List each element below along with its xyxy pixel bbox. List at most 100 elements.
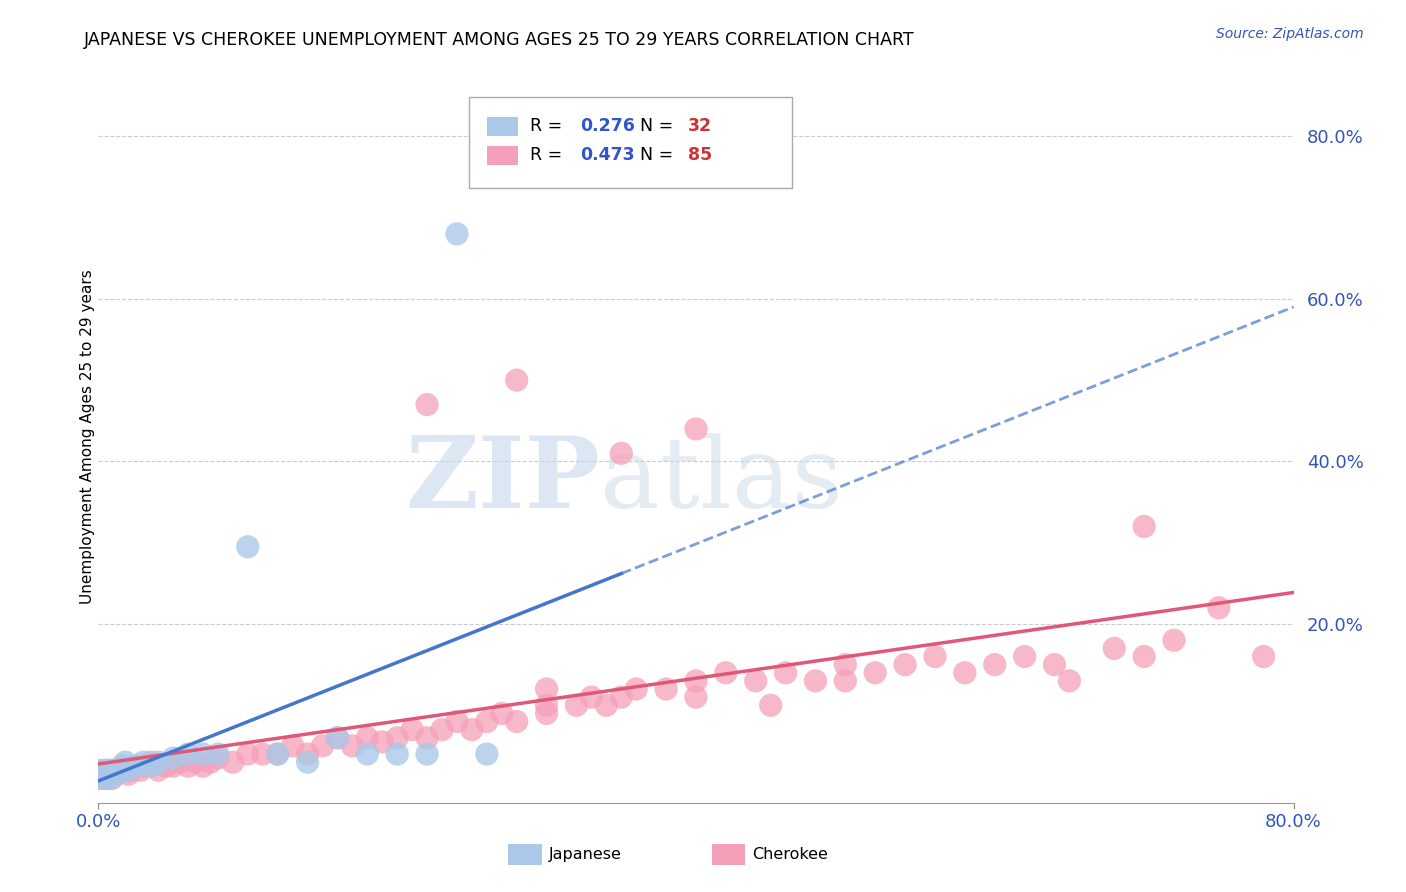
Text: ZIP: ZIP bbox=[405, 433, 600, 530]
Point bbox=[401, 723, 423, 737]
Text: JAPANESE VS CHEROKEE UNEMPLOYMENT AMONG AGES 25 TO 29 YEARS CORRELATION CHART: JAPANESE VS CHEROKEE UNEMPLOYMENT AMONG … bbox=[84, 31, 915, 49]
Point bbox=[177, 747, 200, 761]
Point bbox=[1133, 519, 1156, 533]
Point bbox=[93, 772, 115, 786]
Point bbox=[356, 747, 378, 761]
Point bbox=[139, 755, 162, 769]
Point bbox=[207, 747, 229, 761]
Point bbox=[685, 422, 707, 436]
Point bbox=[416, 731, 439, 745]
Point bbox=[169, 755, 191, 769]
Point bbox=[475, 747, 498, 761]
Point bbox=[114, 755, 136, 769]
Text: 32: 32 bbox=[688, 117, 711, 136]
Point bbox=[108, 764, 131, 778]
Text: atlas: atlas bbox=[600, 434, 844, 529]
Point bbox=[1253, 649, 1275, 664]
Point bbox=[506, 714, 529, 729]
Point bbox=[101, 772, 124, 786]
Point bbox=[93, 764, 115, 778]
Text: 85: 85 bbox=[688, 146, 711, 164]
Point bbox=[125, 759, 148, 773]
FancyBboxPatch shape bbox=[486, 146, 517, 165]
Point bbox=[105, 767, 128, 781]
Point bbox=[356, 731, 378, 745]
Point bbox=[924, 649, 946, 664]
Point bbox=[103, 764, 125, 778]
Text: N =: N = bbox=[640, 146, 679, 164]
Point bbox=[311, 739, 333, 753]
Point bbox=[685, 690, 707, 705]
Point bbox=[177, 759, 200, 773]
Point bbox=[1059, 673, 1081, 688]
Point bbox=[91, 767, 114, 781]
FancyBboxPatch shape bbox=[711, 845, 745, 865]
Point bbox=[865, 665, 887, 680]
Point bbox=[446, 227, 468, 241]
Point bbox=[222, 755, 245, 769]
Point bbox=[685, 673, 707, 688]
Point bbox=[371, 735, 394, 749]
Point bbox=[1163, 633, 1185, 648]
Text: Cherokee: Cherokee bbox=[752, 847, 828, 862]
Point bbox=[191, 747, 214, 761]
Point bbox=[129, 764, 152, 778]
Point bbox=[326, 731, 349, 745]
Point bbox=[834, 673, 856, 688]
Point bbox=[1043, 657, 1066, 672]
Point bbox=[87, 764, 110, 778]
Point bbox=[90, 772, 112, 786]
Point bbox=[200, 755, 222, 769]
Point bbox=[191, 759, 214, 773]
Point bbox=[148, 755, 170, 769]
Point bbox=[87, 772, 110, 786]
Point bbox=[745, 673, 768, 688]
Point bbox=[94, 767, 117, 781]
Point bbox=[103, 764, 125, 778]
Point bbox=[117, 764, 139, 778]
Point bbox=[236, 747, 259, 761]
Point bbox=[759, 698, 782, 713]
Point bbox=[536, 706, 558, 721]
Point bbox=[1014, 649, 1036, 664]
Point bbox=[491, 706, 513, 721]
Point bbox=[416, 398, 439, 412]
Point bbox=[162, 751, 184, 765]
Point bbox=[714, 665, 737, 680]
Point bbox=[236, 540, 259, 554]
Point bbox=[207, 751, 229, 765]
Point bbox=[610, 446, 633, 460]
Point bbox=[132, 759, 155, 773]
Point bbox=[430, 723, 453, 737]
Point bbox=[775, 665, 797, 680]
Point bbox=[148, 764, 170, 778]
Point bbox=[1133, 649, 1156, 664]
FancyBboxPatch shape bbox=[486, 117, 517, 136]
Point bbox=[94, 764, 117, 778]
Text: 0.473: 0.473 bbox=[581, 146, 634, 164]
Point bbox=[446, 714, 468, 729]
Text: R =: R = bbox=[530, 117, 568, 136]
Point bbox=[98, 767, 122, 781]
Text: R =: R = bbox=[530, 146, 568, 164]
Point bbox=[98, 772, 122, 786]
Point bbox=[626, 681, 648, 696]
Point bbox=[125, 759, 148, 773]
Point bbox=[461, 723, 484, 737]
Point bbox=[267, 747, 290, 761]
Text: 0.276: 0.276 bbox=[581, 117, 636, 136]
Point bbox=[91, 772, 114, 786]
Point bbox=[97, 767, 120, 781]
Point bbox=[595, 698, 617, 713]
Point bbox=[581, 690, 603, 705]
Point bbox=[326, 731, 349, 745]
Point bbox=[120, 764, 142, 778]
Point bbox=[90, 767, 112, 781]
Point bbox=[101, 767, 124, 781]
Text: N =: N = bbox=[640, 117, 679, 136]
Point bbox=[385, 731, 409, 745]
Point bbox=[610, 690, 633, 705]
Point bbox=[96, 772, 118, 786]
Point bbox=[297, 747, 319, 761]
Point bbox=[804, 673, 827, 688]
